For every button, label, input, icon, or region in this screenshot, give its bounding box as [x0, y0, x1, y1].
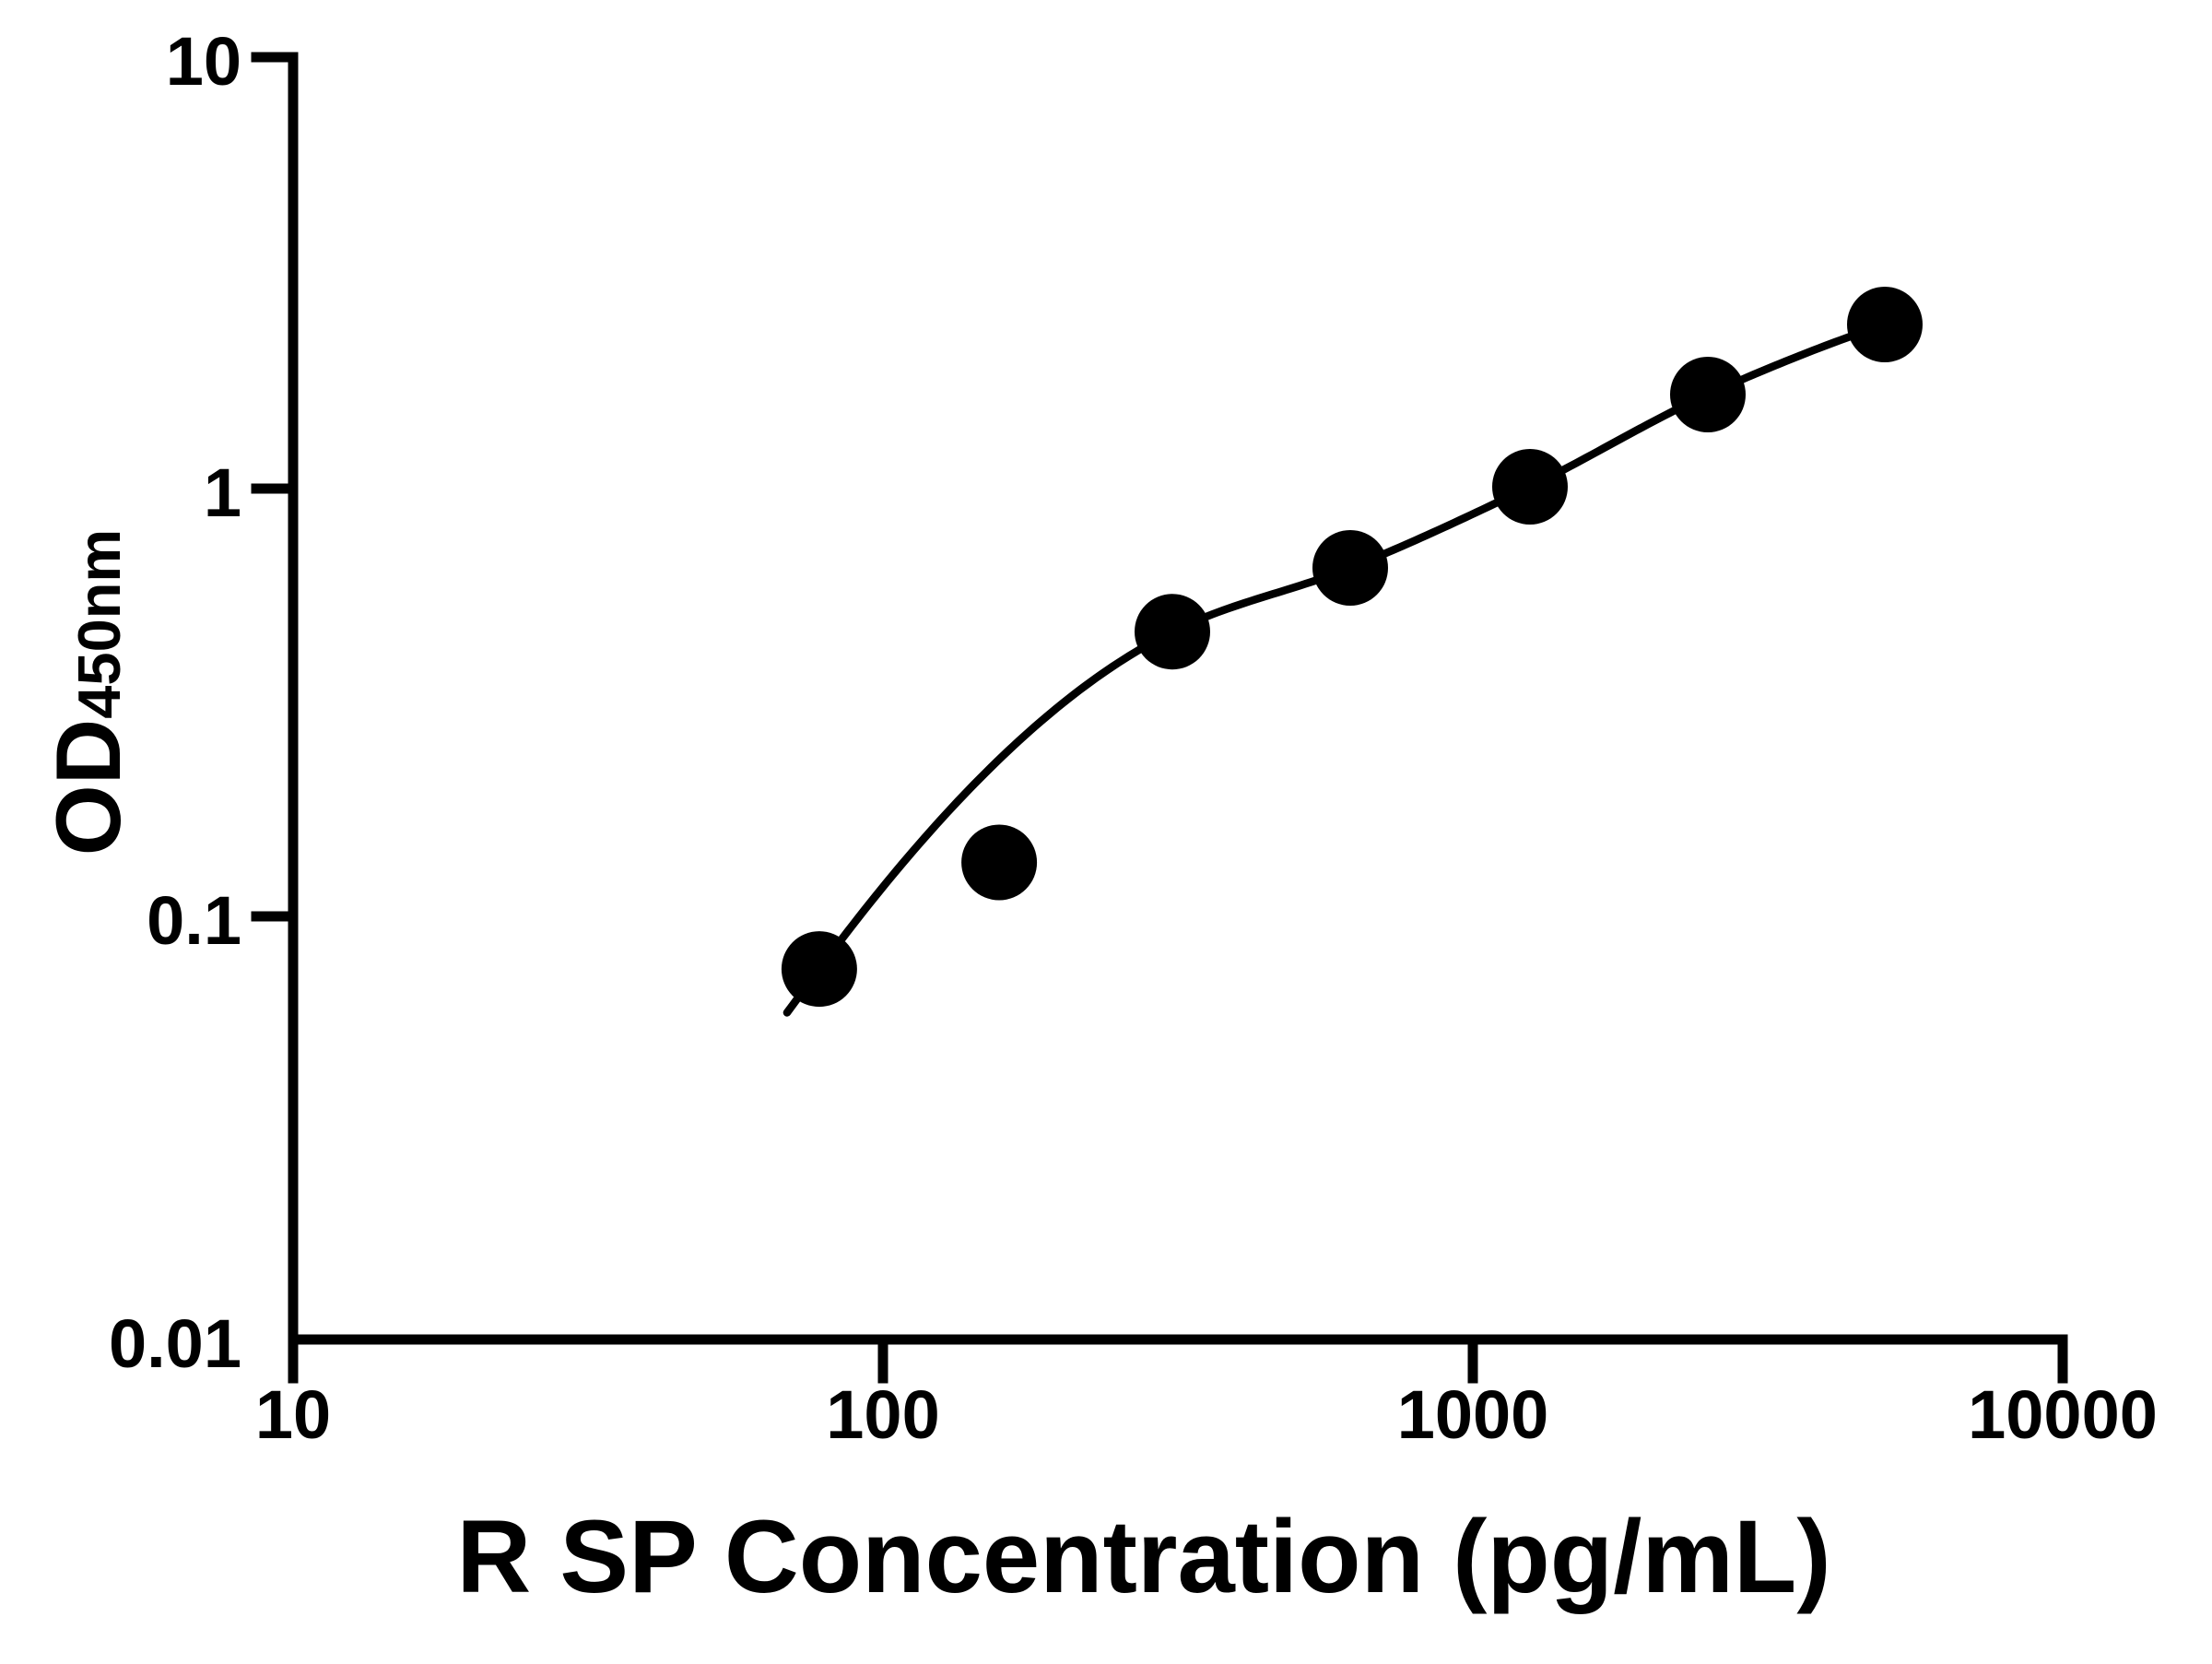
- svg-text:1: 1: [204, 454, 241, 531]
- svg-text:10: 10: [166, 23, 241, 100]
- svg-text:1000: 1000: [1397, 1376, 1549, 1453]
- svg-text:R SP Concentration (pg/mL): R SP Concentration (pg/mL): [456, 1499, 1830, 1614]
- svg-text:0.1: 0.1: [147, 882, 241, 959]
- svg-text:10000: 10000: [1968, 1376, 2158, 1453]
- svg-text:100: 100: [826, 1376, 939, 1453]
- svg-text:0.01: 0.01: [109, 1305, 241, 1382]
- svg-text:10: 10: [255, 1376, 331, 1453]
